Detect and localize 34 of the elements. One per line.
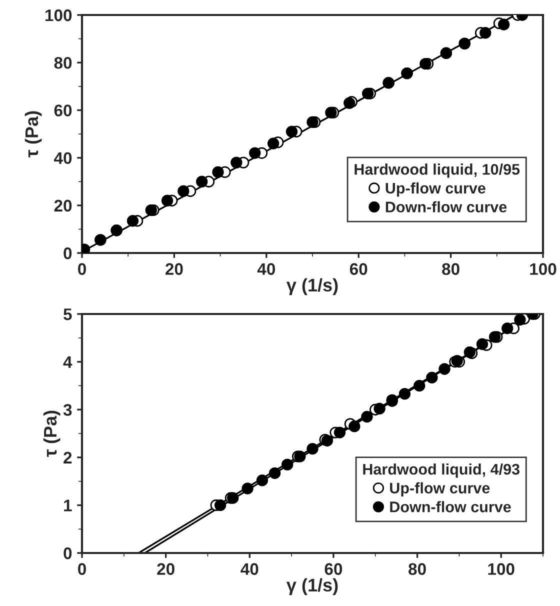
legend-title: Hardwood liquid, 4/93 [363,463,520,478]
x-tick-label: 40 [240,563,258,575]
y-tick-label: 100 [46,9,72,22]
x-axis-title: γ (1/s) [286,578,338,596]
y-tick-label: 20 [54,200,72,212]
legend-label: Up-flow curve [386,182,486,197]
x-tick-label: 0 [78,263,86,275]
y-tick-label: 80 [54,57,72,69]
y-tick-label: 3 [63,404,72,416]
y-tick-label: 40 [54,152,72,164]
x-tick-label: 0 [78,563,86,575]
y-axis-title: τ (Pa) [24,111,42,158]
legend-title: Hardwood liquid, 10/95 [354,164,520,178]
y-tick-label: 60 [54,104,72,116]
legend-label: Up-flow curve [390,482,490,497]
x-tick-label: 100 [530,263,556,275]
y-tick-label: 4 [63,356,72,368]
y-axis-title: τ (Pa) [43,410,60,457]
legend-label: Down-flow curve [386,201,507,212]
y-tick-label: 0 [64,247,72,260]
x-tick-label: 80 [408,563,426,575]
y-tick-label: 1 [64,500,72,512]
y-tick-label: 5 [64,308,72,320]
legend-label: Down-flow curve [390,501,511,512]
y-tick-label: 2 [64,452,72,464]
x-tick-label: 60 [350,263,368,275]
x-tick-label: 60 [324,563,342,575]
x-tick-label: 20 [157,563,174,575]
x-axis-title: γ (1/s) [286,278,338,296]
y-tick-label: 0 [64,547,72,560]
x-tick-label: 100 [488,563,514,575]
x-tick-label: 40 [257,263,275,275]
x-tick-label: 20 [166,263,183,275]
x-tick-label: 80 [442,263,460,275]
